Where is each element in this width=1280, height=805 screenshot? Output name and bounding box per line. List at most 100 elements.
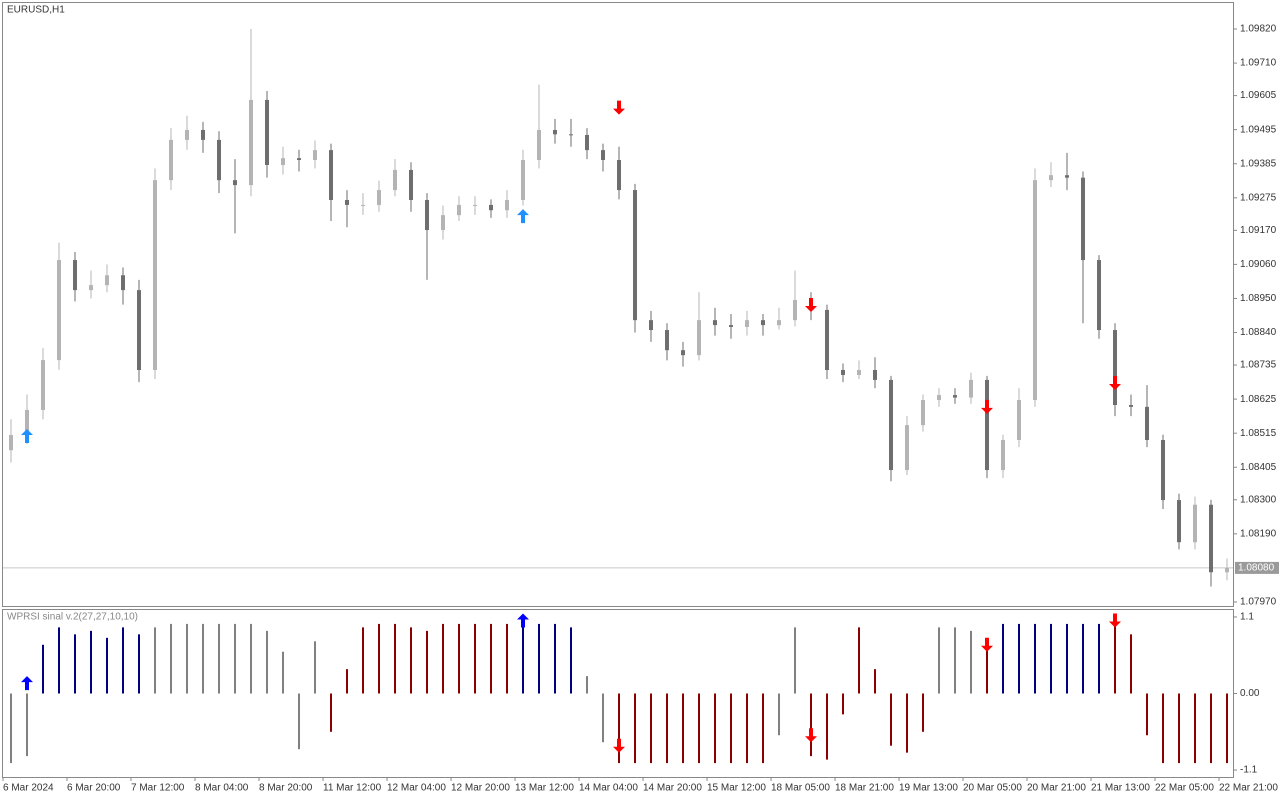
signal-arrow (613, 738, 625, 753)
candle-body (361, 204, 365, 206)
y-tick-label: 1.1 (1240, 612, 1254, 623)
candle-body (505, 199, 509, 211)
candle-body (1161, 439, 1165, 501)
x-tick-label: 13 Mar 12:00 (515, 783, 574, 794)
histogram-bar (410, 627, 412, 694)
candle-body (249, 99, 253, 186)
x-tick-label: 6 Mar 20:00 (67, 783, 121, 794)
candle-body (1065, 175, 1069, 178)
y-tick-label: 1.09385 (1240, 158, 1277, 169)
histogram-bar (266, 630, 268, 694)
candle-body (1001, 439, 1005, 471)
candle-body (889, 379, 893, 471)
histogram-bar (330, 693, 332, 732)
signal-arrow (517, 613, 529, 628)
signal-arrow (1109, 613, 1121, 628)
candle-body (73, 260, 77, 291)
histogram-bar (714, 693, 716, 764)
candle-body (473, 204, 477, 206)
candle-body (89, 285, 93, 291)
histogram-bar (906, 693, 908, 753)
candle-body (25, 409, 29, 436)
y-tick-label: 1.08190 (1240, 528, 1277, 539)
candle-body (105, 275, 109, 286)
x-tick-label: 14 Mar 20:00 (643, 783, 702, 794)
candle-body (633, 190, 637, 321)
x-tick-label: 21 Mar 13:00 (1091, 783, 1150, 794)
candle-body (297, 158, 301, 161)
histogram-bar (650, 693, 652, 764)
candle-body (825, 309, 829, 371)
histogram-bar (282, 651, 284, 694)
histogram-bar (842, 693, 844, 715)
candle-body (985, 379, 989, 471)
x-tick-label: 12 Mar 04:00 (387, 783, 446, 794)
histogram-bar (1034, 623, 1036, 694)
y-tick-label: 1.08950 (1240, 293, 1277, 304)
histogram-bar (730, 693, 732, 764)
y-tick-label: 1.08625 (1240, 394, 1277, 405)
candle-body (409, 169, 413, 200)
candle-body (681, 350, 685, 356)
y-tick-label: 1.09060 (1240, 259, 1277, 270)
signal-arrow (981, 399, 993, 414)
histogram-bar (538, 623, 540, 694)
candle-body (921, 400, 925, 426)
candle-body (1049, 175, 1053, 181)
histogram-bar (26, 693, 28, 757)
x-tick-label: 12 Mar 20:00 (451, 783, 510, 794)
candle-body (649, 320, 653, 331)
histogram-bar (250, 623, 252, 694)
candle-body (345, 199, 349, 205)
candle-body (57, 260, 61, 361)
candle-body (585, 134, 589, 151)
candle-body (745, 320, 749, 327)
x-tick-label: 8 Mar 04:00 (195, 783, 249, 794)
histogram-bar (1114, 623, 1116, 694)
signal-arrow (1109, 376, 1121, 391)
histogram-bar (442, 623, 444, 694)
y-tick-label: -1.1 (1240, 765, 1258, 776)
y-tick-label: 1.09275 (1240, 192, 1277, 203)
y-tick-label: 1.07970 (1240, 597, 1277, 608)
y-tick-label: 1.09605 (1240, 90, 1277, 101)
indicator-label: WPRSI sinal v.2(27,27,10,10) (7, 612, 138, 623)
histogram-bar (154, 627, 156, 694)
signal-arrow (613, 100, 625, 115)
histogram-bar (74, 634, 76, 694)
x-tick-label: 18 Mar 05:00 (771, 783, 830, 794)
x-tick-label: 20 Mar 05:00 (963, 783, 1022, 794)
histogram-bar (314, 641, 316, 694)
histogram-bar (602, 693, 604, 743)
y-tick-label: 1.08840 (1240, 327, 1277, 338)
histogram-bar (554, 623, 556, 694)
symbol-label: EURUSD,H1 (7, 5, 65, 16)
candle-body (617, 160, 621, 191)
histogram-bar (90, 630, 92, 694)
histogram-bar (970, 630, 972, 694)
candle-body (233, 180, 237, 186)
histogram-bar (922, 693, 924, 732)
candle-body (153, 180, 157, 371)
candle-body (1113, 330, 1117, 405)
candle-body (185, 129, 189, 140)
candle-body (873, 370, 877, 380)
x-tick-label: 20 Mar 21:00 (1027, 783, 1086, 794)
candle-body (1177, 500, 1181, 543)
histogram-bar (794, 627, 796, 694)
histogram-bar (858, 627, 860, 694)
x-tick-label: 7 Mar 12:00 (131, 783, 185, 794)
histogram-bar (298, 693, 300, 750)
y-tick-label: 1.09820 (1240, 24, 1277, 35)
candle-body (201, 129, 205, 140)
histogram-bar (426, 630, 428, 694)
x-tick-label: 8 Mar 20:00 (259, 783, 313, 794)
signal-arrow (21, 676, 33, 691)
candle-body (1209, 504, 1213, 573)
histogram-bar (682, 693, 684, 764)
candle-body (1081, 177, 1085, 261)
candle-body (265, 99, 269, 165)
histogram-bar (570, 627, 572, 694)
histogram-bar (474, 623, 476, 694)
